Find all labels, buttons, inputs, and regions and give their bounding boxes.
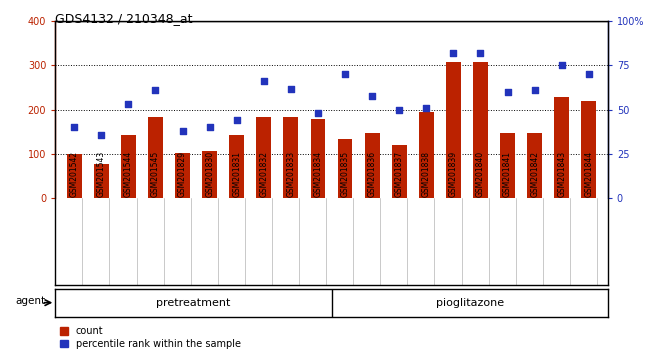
Point — [313, 110, 323, 116]
Point — [421, 105, 432, 111]
Bar — [337, 139, 352, 198]
Point — [259, 79, 269, 84]
Point — [231, 118, 242, 123]
Bar — [473, 62, 488, 198]
Point — [340, 72, 350, 77]
Point — [394, 107, 404, 113]
Point — [96, 132, 107, 137]
Bar — [311, 119, 326, 198]
Bar — [446, 62, 461, 198]
Point — [529, 87, 539, 93]
Bar — [392, 145, 407, 198]
Point — [556, 63, 567, 68]
Bar — [419, 112, 434, 198]
Point — [205, 125, 215, 130]
Bar — [202, 151, 217, 198]
Point — [124, 102, 134, 107]
Point — [584, 72, 594, 77]
Bar — [256, 117, 271, 198]
Bar — [283, 117, 298, 198]
Bar — [121, 135, 136, 198]
Bar — [229, 135, 244, 198]
Legend: count, percentile rank within the sample: count, percentile rank within the sample — [60, 326, 240, 349]
Point — [367, 93, 377, 98]
Text: GDS4132 / 210348_at: GDS4132 / 210348_at — [55, 12, 193, 25]
Point — [150, 87, 161, 93]
Bar — [581, 101, 596, 198]
Bar — [554, 97, 569, 198]
Point — [448, 50, 459, 56]
Bar — [94, 164, 109, 198]
Bar — [500, 133, 515, 198]
Point — [286, 86, 296, 91]
Point — [475, 50, 486, 56]
Point — [502, 89, 513, 95]
Bar — [175, 153, 190, 198]
Bar — [148, 117, 163, 198]
Text: agent: agent — [16, 296, 46, 306]
Text: pretreatment: pretreatment — [156, 298, 231, 308]
Bar — [365, 133, 380, 198]
Point — [177, 128, 188, 134]
Bar — [67, 154, 82, 198]
Point — [69, 125, 79, 130]
Text: pioglitazone: pioglitazone — [436, 298, 504, 308]
Bar — [527, 133, 542, 198]
